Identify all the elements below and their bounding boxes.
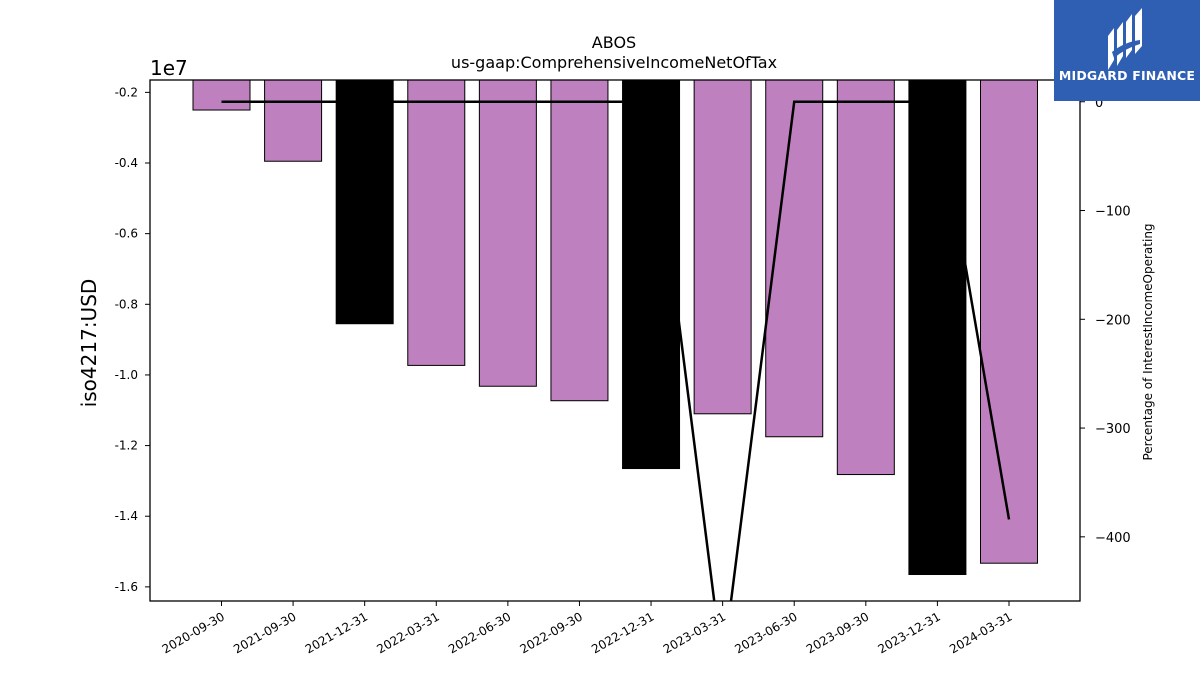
bar xyxy=(407,79,466,366)
bar xyxy=(622,79,681,470)
bar xyxy=(478,79,537,387)
bar xyxy=(908,79,967,576)
logo-text: MIDGARD FINANCE xyxy=(1058,68,1196,83)
bar xyxy=(192,79,251,111)
bar xyxy=(693,79,752,415)
x-tick-label: 2024-03-31 xyxy=(947,609,1014,656)
y2-tick-label: −400 xyxy=(1095,531,1131,546)
logo: MIDGARD FINANCE xyxy=(1054,0,1200,101)
logo-icon xyxy=(1108,8,1142,70)
chart-title: ABOS xyxy=(592,33,636,52)
x-tick-label: 2023-12-31 xyxy=(876,609,943,656)
plot-area: -1.6 -1.4 -1.2 -1.0 -0.8 -0.6 -0.4 -0.2 0 −100 −20… xyxy=(115,79,1131,656)
y-tick-label: -1.6 xyxy=(115,580,138,594)
y2-tick-label: −200 xyxy=(1095,313,1131,328)
bar xyxy=(550,79,609,402)
y-tick-label: -0.4 xyxy=(115,156,138,170)
x-tick-label: 2021-09-30 xyxy=(231,609,298,656)
series-line xyxy=(221,100,1011,601)
y2-axis-label: Percentage of InterestIncomeOperating xyxy=(1141,223,1155,460)
x-tick-label: 2022-09-30 xyxy=(518,609,585,656)
y-tick-label: -1.2 xyxy=(115,439,138,453)
y-tick-label: -0.6 xyxy=(115,227,138,241)
y-tick-label: -0.8 xyxy=(115,297,138,311)
y-offset-label: 1e7 xyxy=(150,56,188,80)
y2-tick-label: −100 xyxy=(1095,205,1131,220)
y-tick-label: -1.0 xyxy=(115,368,138,382)
x-tick-label: 2023-03-31 xyxy=(661,609,728,656)
bar xyxy=(836,79,895,476)
bar xyxy=(335,79,394,325)
x-tick-label: 2020-09-30 xyxy=(160,609,227,656)
x-tick-label: 2022-06-30 xyxy=(446,609,513,656)
bar xyxy=(264,79,323,162)
y2-tick-label: 0 xyxy=(1095,96,1103,111)
x-tick-label: 2021-12-31 xyxy=(303,609,370,656)
x-tick-label: 2022-03-31 xyxy=(374,609,441,656)
bar xyxy=(980,79,1038,564)
plot-frame xyxy=(149,79,1081,602)
y-tick-label: -0.2 xyxy=(115,85,138,99)
x-tick-label: 2023-06-30 xyxy=(732,609,799,656)
x-tick-label: 2022-12-31 xyxy=(589,609,656,656)
y2-tick-label: −300 xyxy=(1095,422,1131,437)
y-axis-label: iso4217:USD xyxy=(77,279,101,408)
x-tick-label: 2023-09-30 xyxy=(804,609,871,656)
chart-subtitle: us-gaap:ComprehensiveIncomeNetOfTax xyxy=(451,53,777,72)
y-tick-label: -1.4 xyxy=(115,509,138,523)
